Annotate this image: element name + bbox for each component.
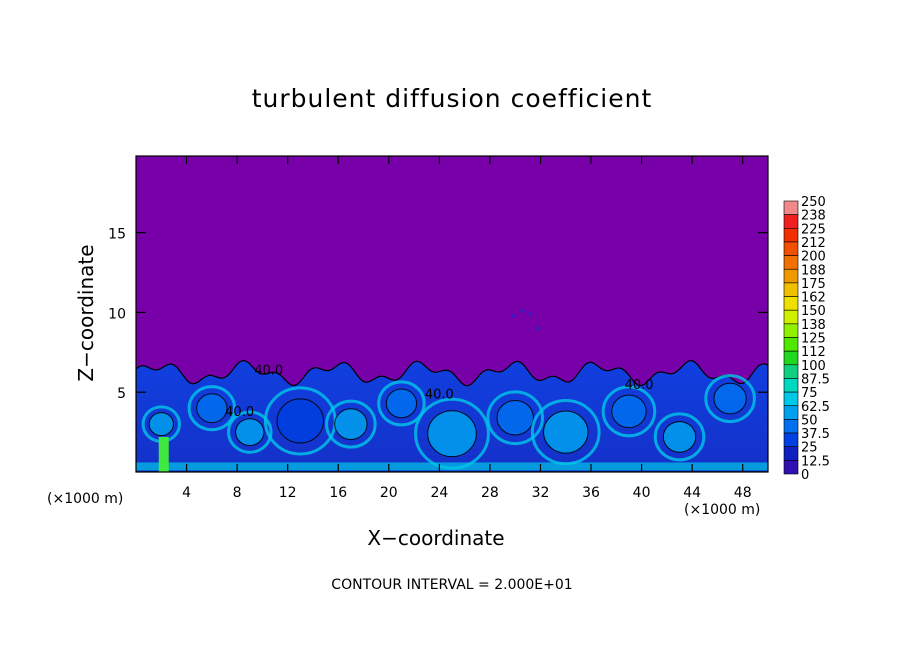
colorbar-swatch xyxy=(783,364,799,379)
colorbar-swatch xyxy=(783,214,799,229)
colorbar-swatch xyxy=(783,432,799,447)
colorbar-label: 37.5 xyxy=(801,427,830,442)
colorbar-label: 175 xyxy=(801,277,826,292)
colorbar-label: 125 xyxy=(801,332,826,347)
colorbar-label: 138 xyxy=(801,318,826,333)
surface-hotspot xyxy=(158,436,169,472)
eddy-streak xyxy=(653,412,706,462)
plot-frame xyxy=(135,155,769,473)
colorbar-label: 212 xyxy=(801,236,826,251)
colorbar-swatch xyxy=(783,228,799,243)
x-tick-label: 48 xyxy=(734,485,752,501)
colorbar-swatch xyxy=(783,309,799,325)
colorbar-swatch xyxy=(783,323,799,338)
x-tick-label: 4 xyxy=(182,485,191,501)
eddy-core xyxy=(427,410,477,458)
contour-label: 40.0 xyxy=(225,405,254,420)
y-tick-label: 15 xyxy=(108,227,126,243)
contour-interval-note: CONTOUR INTERVAL = 2.000E+01 xyxy=(331,577,573,593)
colorbar-label: 238 xyxy=(801,209,826,224)
colorbar-swatch xyxy=(783,241,799,256)
colorbar-swatch xyxy=(783,446,799,461)
colorbar-swatch xyxy=(783,282,799,297)
x-unit-label-right: (×1000 m) xyxy=(684,502,761,518)
speck xyxy=(521,309,525,313)
speck xyxy=(511,313,515,318)
colorbar-swatch xyxy=(783,391,799,407)
x-tick-label: 28 xyxy=(481,485,499,501)
eddy-streak xyxy=(704,374,756,424)
colorbar-swatch xyxy=(783,419,799,434)
colorbar-label: 62.5 xyxy=(801,400,830,415)
speck xyxy=(528,312,532,316)
eddy-core xyxy=(385,388,418,419)
colorbar-swatch xyxy=(783,460,799,475)
colorbar-swatch xyxy=(783,378,799,393)
colorbar-swatch xyxy=(783,268,799,284)
colorbar-label: 75 xyxy=(801,386,818,401)
colorbar-label: 250 xyxy=(801,195,826,210)
eddy-streak xyxy=(227,410,273,454)
colorbar-label: 162 xyxy=(801,291,826,306)
eddy-streak xyxy=(325,399,377,449)
colorbar-swatch xyxy=(783,350,799,366)
speck xyxy=(536,326,540,330)
eddy-core xyxy=(276,398,325,444)
x-tick-label: 32 xyxy=(532,485,550,501)
colorbar-label: 188 xyxy=(801,263,826,278)
colorbar-label: 150 xyxy=(801,304,826,319)
x-tick-label: 44 xyxy=(683,485,701,501)
colorbar-label: 0 xyxy=(801,468,809,483)
colorbar-label: 200 xyxy=(801,250,826,265)
colorbar-swatch xyxy=(783,200,799,215)
contour-label: 40.0 xyxy=(254,364,283,379)
contour-label: 40.0 xyxy=(625,378,654,393)
x-tick-label: 36 xyxy=(582,485,600,501)
colorbar-swatch xyxy=(783,255,799,270)
colorbar-label: 50 xyxy=(801,413,818,428)
colorbar-label: 12.5 xyxy=(801,454,830,469)
plot-area: 40.0 40.0 40.0 40.0 xyxy=(136,156,768,472)
surface-streak xyxy=(136,462,768,471)
x-tick-label: 12 xyxy=(279,485,297,501)
colorbar-label: 25 xyxy=(801,441,818,456)
colorbar-label: 100 xyxy=(801,359,826,374)
eddy-core xyxy=(334,408,368,440)
eddy-core xyxy=(543,410,589,454)
eddy-core xyxy=(235,418,265,447)
chart-title: turbulent diffusion coefficient xyxy=(251,84,653,113)
x-tick-label: 24 xyxy=(430,485,448,501)
contour-label: 40.0 xyxy=(425,388,454,403)
y-tick-label: 5 xyxy=(117,386,126,402)
eddy-core xyxy=(148,412,174,437)
x-tick-label: 8 xyxy=(233,485,242,501)
colorbar-swatch xyxy=(783,296,799,311)
eddy-core xyxy=(196,393,228,424)
eddy-streak xyxy=(187,385,237,432)
eddy-core xyxy=(611,394,647,429)
eddy-core xyxy=(496,400,534,436)
eddy-streak xyxy=(601,385,657,438)
eddy-streak xyxy=(486,390,545,446)
eddy-core xyxy=(662,421,697,453)
colorbar-swatch xyxy=(783,405,799,420)
colorbar-label: 87.5 xyxy=(801,372,830,387)
eddy-core xyxy=(713,382,747,415)
colorbar-label: 225 xyxy=(801,222,826,237)
x-axis-label: X−coordinate xyxy=(367,526,505,550)
colorbar-swatch xyxy=(783,337,799,352)
colorbar-label: 112 xyxy=(801,345,826,360)
y-tick-label: 10 xyxy=(108,306,126,322)
x-tick-label: 20 xyxy=(380,485,398,501)
x-unit-label-left: (×1000 m) xyxy=(47,491,124,507)
eddy-streak xyxy=(377,380,426,427)
x-tick-label: 40 xyxy=(633,485,651,501)
x-tick-label: 16 xyxy=(329,485,347,501)
